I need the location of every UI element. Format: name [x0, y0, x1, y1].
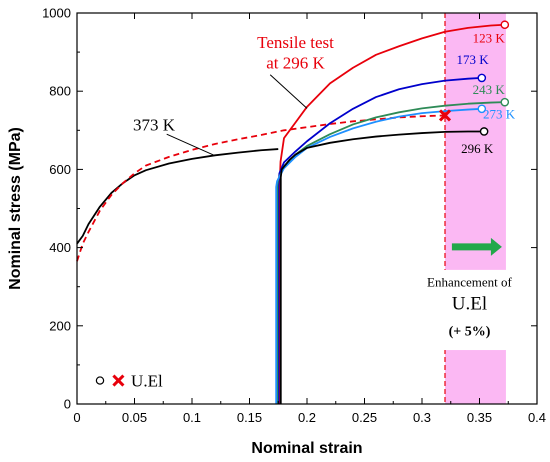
label-296k: 296 K [461, 141, 494, 156]
y-tick-label: 600 [49, 162, 71, 177]
x-tick-label: 0.3 [413, 410, 431, 425]
end-marker-tensile-test-at-296-k [438, 109, 452, 122]
legend-x-icon [112, 374, 125, 387]
end-marker-173-k [477, 73, 487, 83]
label-273k: 273 K [483, 107, 516, 122]
label-123k: 123 K [473, 30, 506, 45]
legend-circle-icon [95, 376, 105, 385]
x-tick-label: 0.1 [183, 410, 201, 425]
tensile-test-label-line1: Tensile test [257, 33, 334, 52]
enhancement-label-line2: U.El [452, 293, 487, 314]
y-tick-label: 800 [49, 84, 71, 99]
end-marker-296-k [479, 127, 489, 136]
enhancement-label-line3: (+ 5%) [449, 325, 491, 340]
series-line-tensile-test-at-296-k [76, 114, 446, 262]
y-axis-title: Nominal stress (MPa) [7, 127, 24, 290]
end-marker-123-k [500, 20, 510, 30]
x-tick-label: 0.35 [467, 410, 492, 425]
x-tick-label: 0.05 [122, 410, 147, 425]
series-line-373-k [76, 148, 279, 245]
end-marker-273-k [477, 104, 487, 114]
x-tick-label: 0.15 [237, 410, 262, 425]
y-tick-label: 1000 [42, 6, 71, 21]
label-373k-leader-line [166, 133, 216, 157]
x-tick-label: 0.4 [528, 410, 546, 425]
x-tick-label: 0.2 [298, 410, 316, 425]
y-tick-label: 200 [49, 318, 71, 333]
y-tick-label: 400 [49, 240, 71, 255]
series-line-123-k [278, 23, 505, 404]
tensile-test-leader-line [269, 74, 308, 109]
tensile-test-label-line2: at 296 K [266, 54, 325, 73]
series-line-296-k [279, 130, 485, 404]
x-tick-label: 0 [73, 410, 80, 425]
enhancement-arrow-icon [451, 237, 502, 256]
legend-label: U.El [131, 372, 163, 391]
label-243k: 243 K [473, 82, 506, 97]
y-tick-label: 0 [64, 397, 71, 412]
label-373k: 373 K [133, 115, 176, 134]
enhancement-label-line1: Enhancement of [427, 275, 512, 290]
x-axis-title: Nominal strain [251, 440, 362, 457]
series-line-173-k [277, 77, 482, 404]
x-tick-label: 0.25 [352, 410, 377, 425]
label-173k: 173 K [457, 52, 490, 67]
enhancement-text-background [420, 269, 526, 351]
end-marker-243-k [500, 97, 510, 107]
